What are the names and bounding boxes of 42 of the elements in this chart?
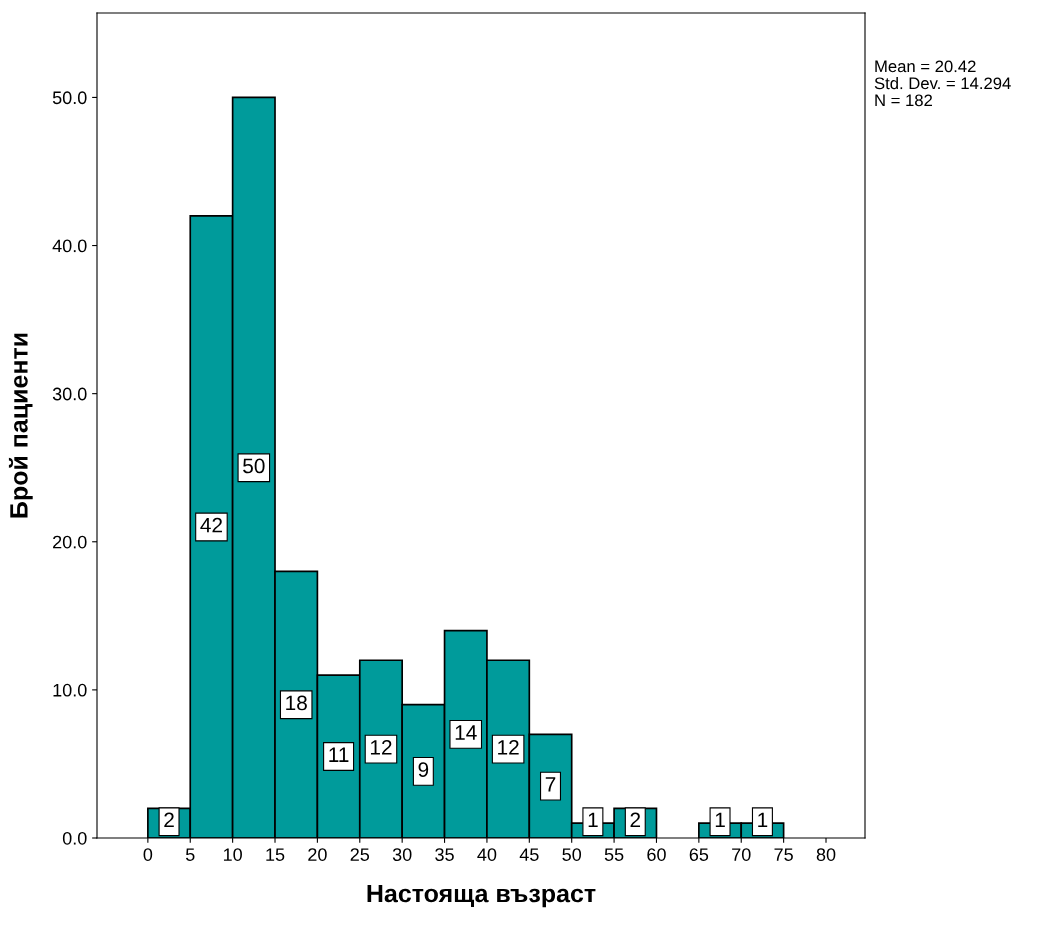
- y-tick-label: 10.0: [53, 683, 87, 697]
- y-tick-label: 30.0: [52, 387, 87, 401]
- data-label: 2: [630, 812, 641, 828]
- y-axis-title: Брой пациенти: [8, 333, 33, 518]
- x-tick-label: 30: [392, 848, 412, 861]
- data-label: 9: [418, 762, 429, 777]
- data-label: 18: [286, 695, 307, 711]
- y-tick-label: 40.0: [52, 239, 87, 253]
- x-tick-label: 35: [435, 848, 454, 861]
- data-label: 50: [243, 458, 265, 474]
- x-tick-label: 10: [223, 848, 242, 861]
- x-tick-label: 40: [477, 848, 497, 861]
- x-tick-label: 5: [185, 848, 195, 861]
- x-tick-label: 75: [774, 848, 793, 861]
- data-label: 7: [545, 777, 556, 792]
- data-label: 12: [498, 739, 519, 755]
- text: Mean = 20.42: [875, 60, 976, 73]
- x-tick-label: 15: [266, 848, 285, 861]
- x-tick-label: 55: [604, 848, 624, 861]
- y-tick-label: 0.0: [62, 831, 87, 845]
- data-label: 42: [200, 517, 222, 533]
- data-label: 14: [455, 725, 477, 740]
- data-label: 1: [588, 812, 598, 828]
- data-label: 12: [370, 739, 392, 755]
- x-tick-label: 25: [350, 848, 370, 861]
- y-tick-label: 50.0: [52, 91, 87, 105]
- data-label: 1: [758, 812, 768, 828]
- x-tick-label: 50: [562, 848, 582, 861]
- x-tick-label: 20: [308, 848, 327, 861]
- y-tick-label: 20.0: [53, 535, 87, 549]
- x-tick-label: 60: [647, 848, 666, 861]
- text: Std. Dev. = 14.294: [874, 77, 1011, 90]
- data-label: 2: [164, 812, 174, 828]
- data-label: 1: [715, 812, 725, 828]
- x-tick-label: 80: [816, 848, 836, 861]
- x-tick-label: 0: [143, 848, 153, 861]
- x-tick-label: 70: [732, 848, 751, 861]
- x-axis-title: Настояща възраст: [367, 884, 596, 908]
- x-tick-label: 65: [689, 848, 709, 861]
- x-tick-label: 45: [519, 848, 539, 861]
- text: N = 182: [875, 94, 932, 107]
- data-label: 11: [329, 747, 349, 762]
